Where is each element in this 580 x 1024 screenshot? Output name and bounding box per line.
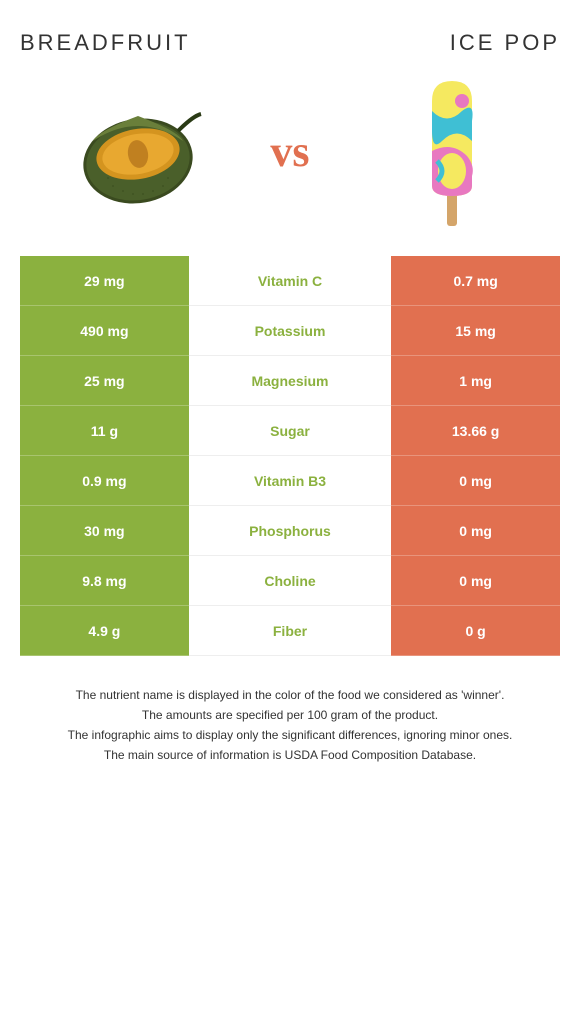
- left-value: 25 mg: [20, 356, 189, 406]
- footer-notes: The nutrient name is displayed in the co…: [20, 686, 560, 764]
- nutrient-row: 11 gSugar13.66 g: [20, 406, 560, 456]
- left-value: 11 g: [20, 406, 189, 456]
- right-value: 1 mg: [391, 356, 560, 406]
- left-value: 9.8 mg: [20, 556, 189, 606]
- images-row: vs: [20, 76, 560, 226]
- nutrient-row: 490 mgPotassium15 mg: [20, 306, 560, 356]
- footer-line: The main source of information is USDA F…: [20, 746, 560, 764]
- nutrient-label: Vitamin B3: [189, 456, 392, 506]
- nutrient-table: 29 mgVitamin C0.7 mg490 mgPotassium15 mg…: [20, 256, 560, 656]
- nutrient-label: Sugar: [189, 406, 392, 456]
- nutrient-row: 0.9 mgVitamin B30 mg: [20, 456, 560, 506]
- right-value: 0 mg: [391, 456, 560, 506]
- left-food-title: BREADFRUIT: [20, 30, 290, 56]
- nutrient-row: 30 mgPhosphorus0 mg: [20, 506, 560, 556]
- nutrient-row: 9.8 mgCholine0 mg: [20, 556, 560, 606]
- footer-line: The nutrient name is displayed in the co…: [20, 686, 560, 704]
- nutrient-row: 29 mgVitamin C0.7 mg: [20, 256, 560, 306]
- right-value: 15 mg: [391, 306, 560, 356]
- right-value: 13.66 g: [391, 406, 560, 456]
- left-value: 0.9 mg: [20, 456, 189, 506]
- infographic-container: BREADFRUIT ICE POP vs: [0, 0, 580, 796]
- left-value: 490 mg: [20, 306, 189, 356]
- icepop-image: [377, 76, 527, 226]
- nutrient-row: 4.9 gFiber0 g: [20, 606, 560, 656]
- nutrient-label: Vitamin C: [189, 256, 392, 306]
- left-value: 4.9 g: [20, 606, 189, 656]
- nutrient-label: Choline: [189, 556, 392, 606]
- left-value: 30 mg: [20, 506, 189, 556]
- nutrient-label: Potassium: [189, 306, 392, 356]
- nutrient-row: 25 mgMagnesium1 mg: [20, 356, 560, 406]
- nutrient-label: Magnesium: [189, 356, 392, 406]
- nutrient-label: Phosphorus: [189, 506, 392, 556]
- header-row: BREADFRUIT ICE POP: [20, 30, 560, 56]
- right-food-title: ICE POP: [290, 30, 560, 56]
- right-value: 0 g: [391, 606, 560, 656]
- right-value: 0 mg: [391, 506, 560, 556]
- vs-label: vs: [270, 126, 309, 177]
- footer-line: The amounts are specified per 100 gram o…: [20, 706, 560, 724]
- footer-line: The infographic aims to display only the…: [20, 726, 560, 744]
- left-value: 29 mg: [20, 256, 189, 306]
- breadfruit-image: [53, 76, 203, 226]
- right-value: 0.7 mg: [391, 256, 560, 306]
- right-value: 0 mg: [391, 556, 560, 606]
- nutrient-label: Fiber: [189, 606, 392, 656]
